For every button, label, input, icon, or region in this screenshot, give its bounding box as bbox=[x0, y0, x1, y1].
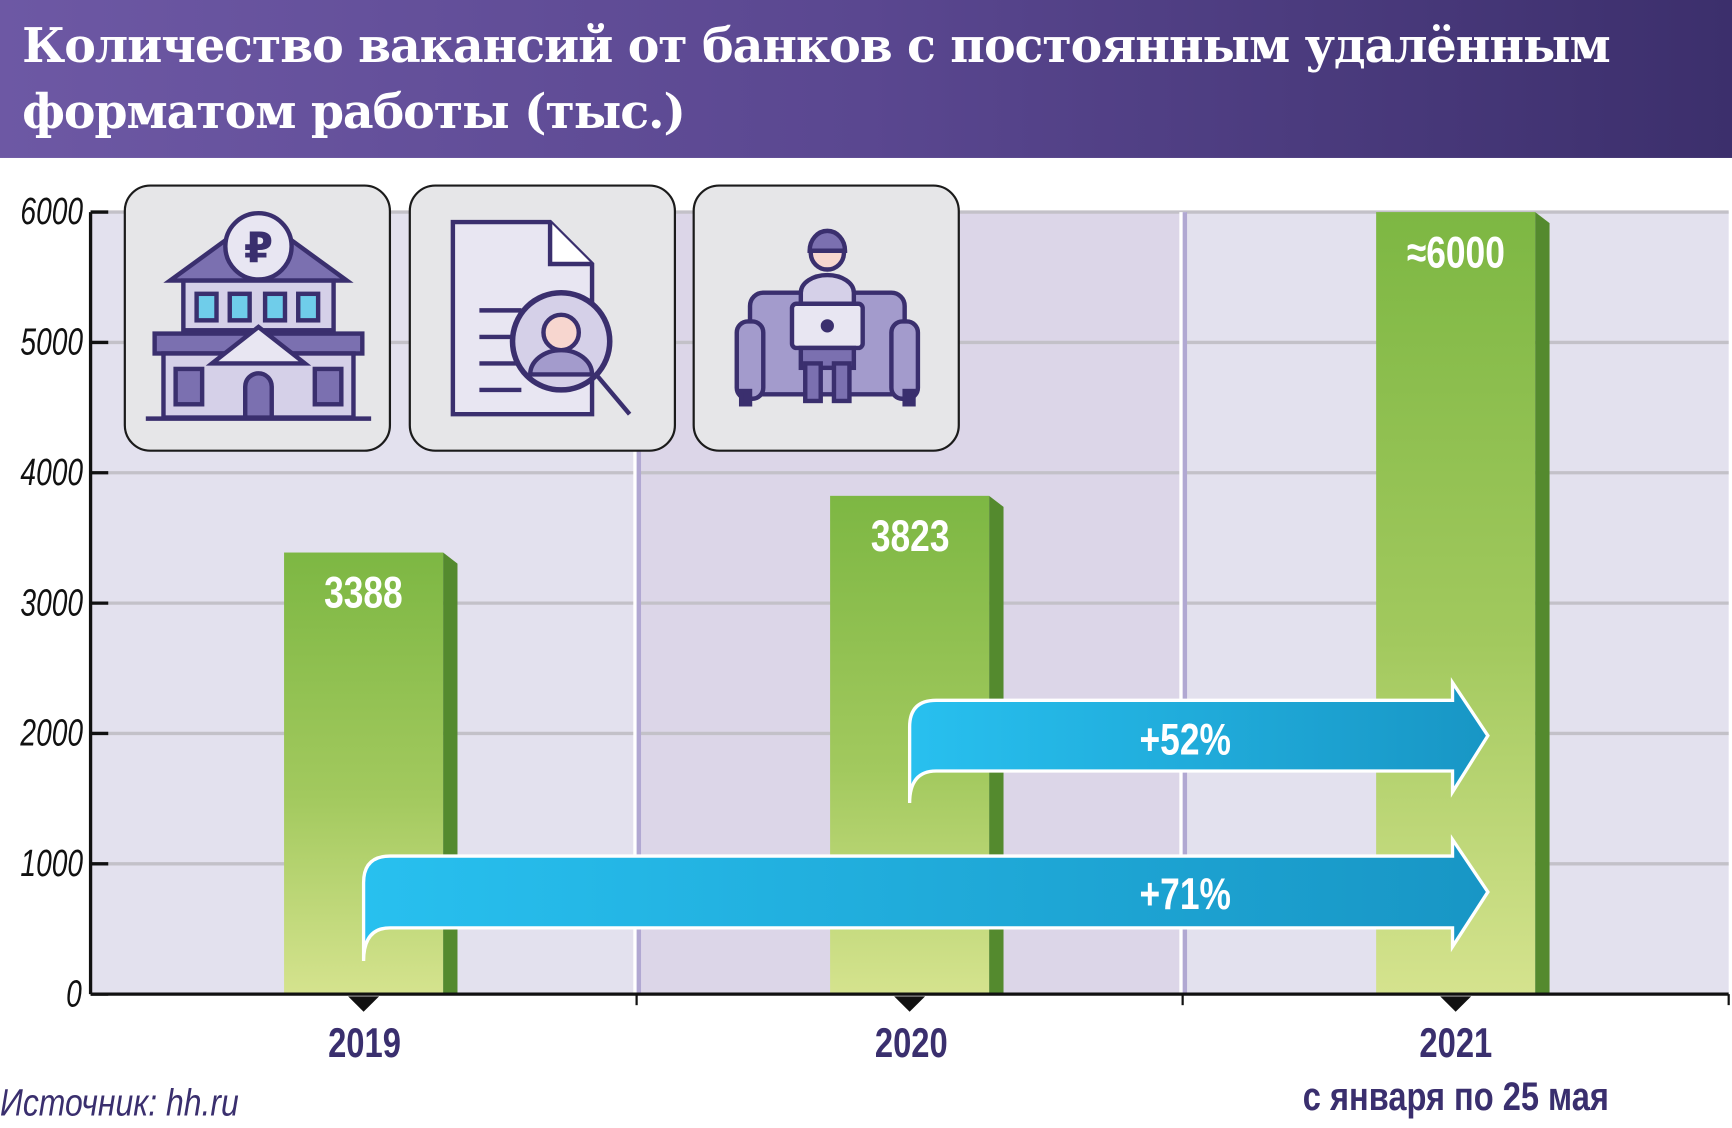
svg-text:₽: ₽ bbox=[244, 223, 273, 272]
y-label-2000: 2000 bbox=[20, 712, 84, 755]
y-label-1000: 1000 bbox=[20, 842, 84, 885]
value-label-2021: ≈6000 bbox=[1406, 228, 1505, 278]
y-label-0: 0 bbox=[66, 973, 82, 1016]
header: Количество вакансий от банков с постоянн… bbox=[0, 0, 1732, 158]
remote-worker-icon bbox=[692, 184, 960, 452]
arrow-label-52: +52% bbox=[1139, 715, 1231, 765]
x-sublabel-2021: с января по 25 мая bbox=[1302, 1073, 1609, 1119]
chart-title: Количество вакансий от банков с постоянн… bbox=[22, 18, 1611, 141]
value-label-2019: 3388 bbox=[324, 569, 403, 618]
bar-side-2021 bbox=[1535, 212, 1550, 995]
x-label-2021: 2021 bbox=[1419, 1020, 1493, 1068]
x-marker-2021 bbox=[1440, 996, 1472, 1012]
source-note: Источник: hh.ru bbox=[0, 1082, 239, 1125]
x-label-2020: 2020 bbox=[874, 1020, 948, 1068]
bank-ruble-icon: ₽ bbox=[123, 184, 392, 452]
growth-arrow-52 bbox=[907, 677, 1490, 804]
y-label-4000: 4000 bbox=[20, 451, 84, 494]
arrow-label-71: +71% bbox=[1139, 870, 1231, 920]
y-label-6000: 6000 bbox=[20, 191, 84, 234]
x-marker-2019 bbox=[348, 996, 380, 1012]
y-label-5000: 5000 bbox=[20, 321, 84, 364]
x-label-2019: 2019 bbox=[328, 1020, 401, 1068]
value-label-2020: 3823 bbox=[870, 512, 949, 561]
growth-arrow-71 bbox=[361, 834, 1490, 962]
y-label-3000: 3000 bbox=[20, 582, 84, 625]
resume-search-icon bbox=[408, 184, 677, 452]
x-marker-2020 bbox=[894, 996, 926, 1012]
